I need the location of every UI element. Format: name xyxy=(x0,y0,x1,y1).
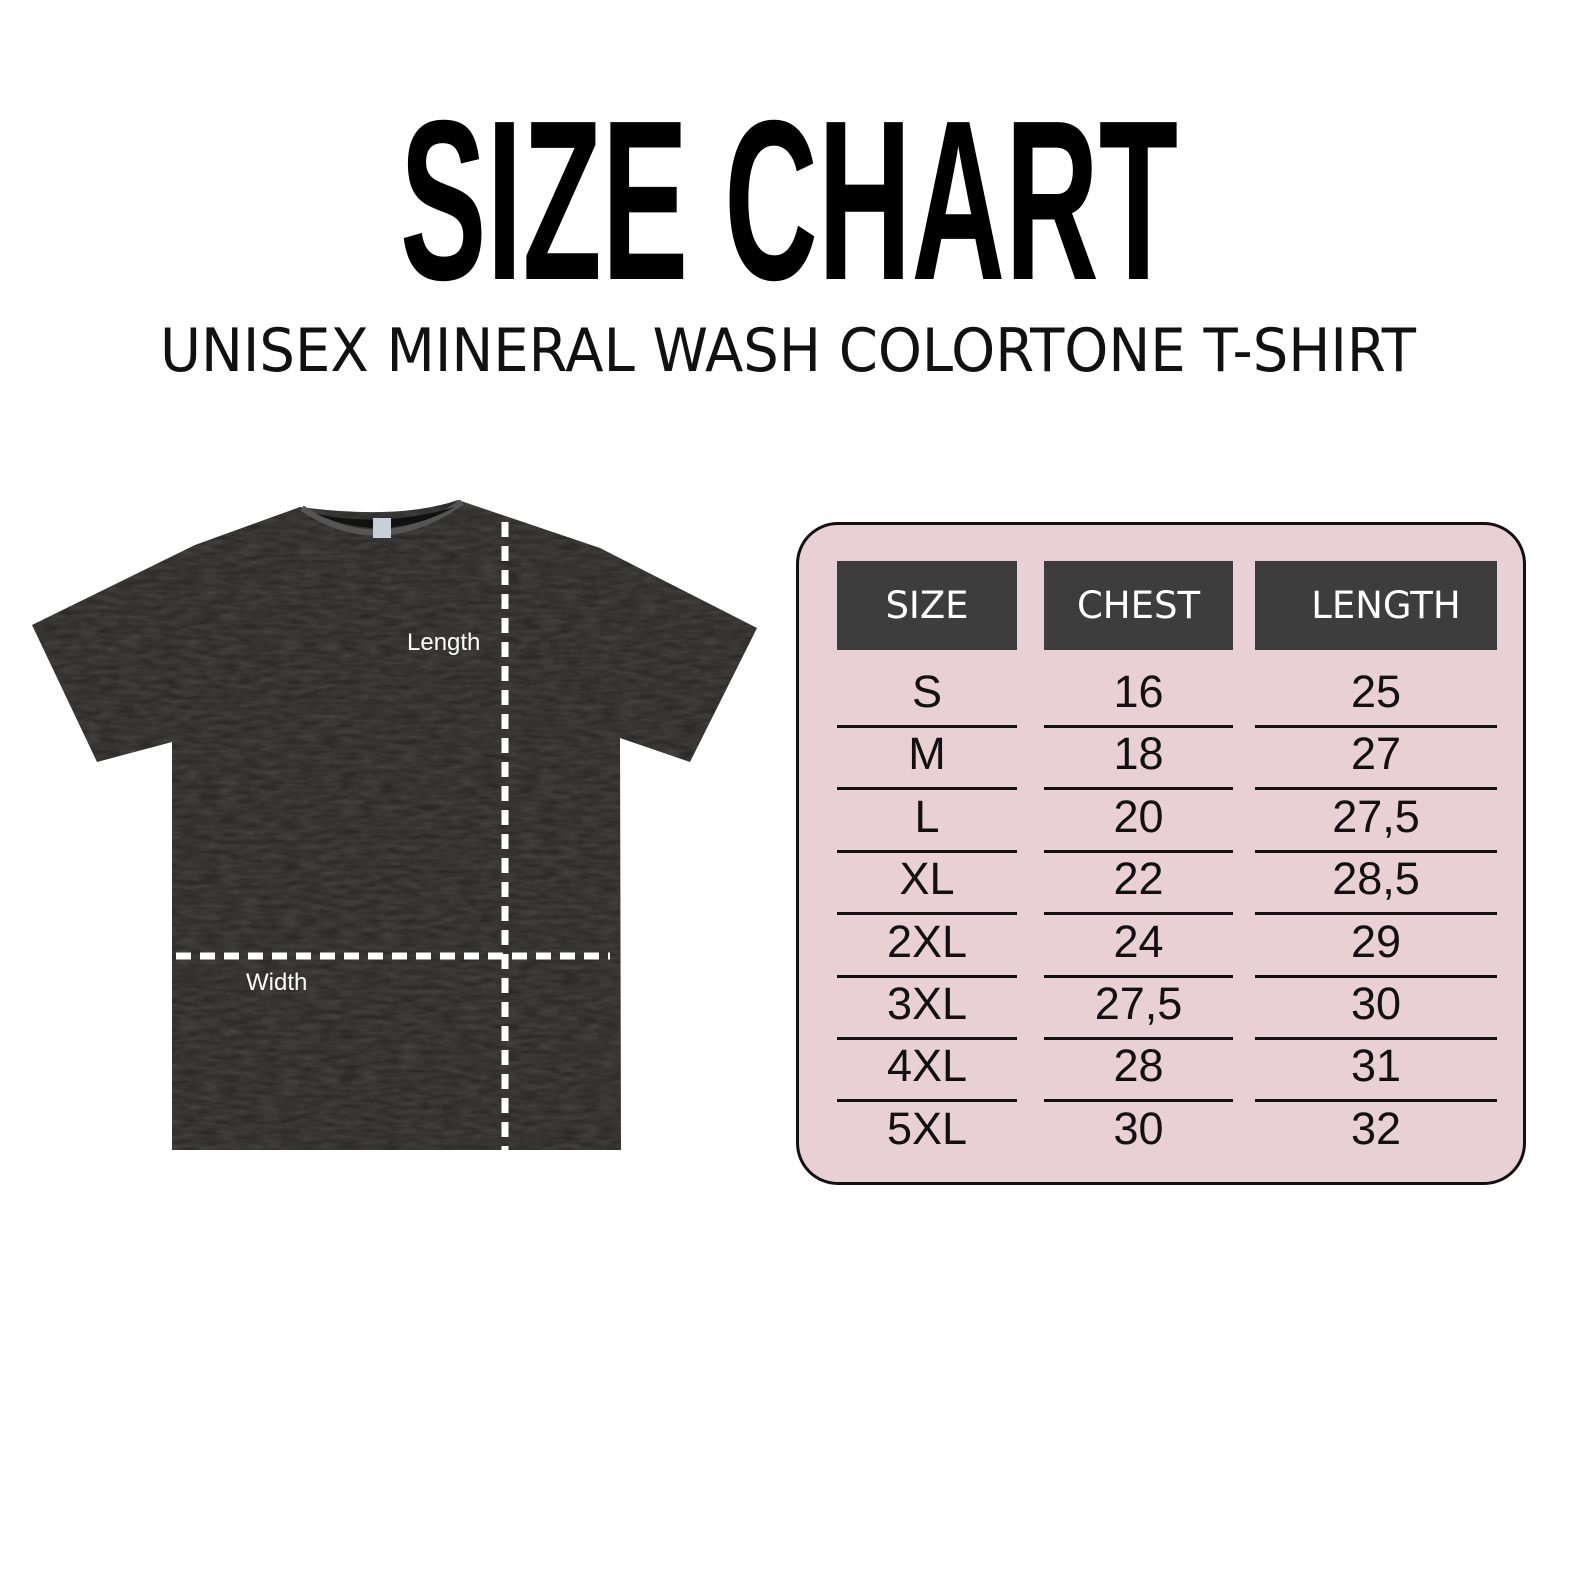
row-divider xyxy=(837,1037,1017,1040)
cell-size: XL xyxy=(899,853,955,905)
row-divider xyxy=(1255,912,1497,916)
cell-size: 4XL xyxy=(886,1040,968,1092)
tshirt-diagram: Length Width xyxy=(32,499,757,1150)
row-divider xyxy=(837,725,1017,728)
cell-chest: 16 xyxy=(1113,666,1164,717)
row-divider xyxy=(1255,725,1497,728)
cell-length: 27,5 xyxy=(1332,790,1420,842)
cell-length: 27 xyxy=(1350,728,1402,780)
cell-chest: 24 xyxy=(1113,915,1164,967)
header-size: SIZE xyxy=(837,561,1017,650)
cell-size: 2XL xyxy=(886,915,968,967)
cell-length: 30 xyxy=(1350,978,1402,1029)
cell-length: 28,5 xyxy=(1332,853,1420,905)
row-divider xyxy=(1044,912,1233,916)
cell-chest: 28 xyxy=(1113,1040,1164,1092)
cell-length: 32 xyxy=(1350,1102,1402,1154)
cell-size: S xyxy=(911,666,942,717)
cell-size: 3XL xyxy=(886,978,968,1029)
cell-chest: 20 xyxy=(1113,790,1164,842)
cell-size: M xyxy=(908,728,946,780)
cell-chest: 30 xyxy=(1113,1102,1164,1154)
cell-length: 29 xyxy=(1350,915,1402,967)
row-divider xyxy=(1044,1037,1233,1040)
row-divider xyxy=(837,787,1017,791)
cell-length: 31 xyxy=(1350,1040,1402,1092)
size-table: SIZE CHEST LENGTH S 16 25 M 18 27 L 20 27,5 XL 22 2… xyxy=(796,522,1526,1185)
row-divider xyxy=(837,912,1017,916)
label-tag xyxy=(373,518,391,538)
row-divider xyxy=(1255,974,1497,978)
cell-chest: 18 xyxy=(1113,728,1164,780)
length-label: Length xyxy=(407,629,480,656)
row-divider xyxy=(1044,725,1233,728)
cell-size: L xyxy=(914,790,940,842)
row-divider xyxy=(1044,787,1233,791)
width-label: Width xyxy=(246,969,307,996)
row-divider xyxy=(1255,787,1497,791)
row-divider xyxy=(837,849,1017,853)
tshirt-image xyxy=(32,499,757,1150)
page-title: SIZE CHART xyxy=(400,74,1178,328)
header-length: LENGTH xyxy=(1255,561,1497,650)
row-divider xyxy=(837,1099,1017,1103)
row-divider xyxy=(1255,849,1497,853)
cell-chest: 22 xyxy=(1113,853,1164,905)
heading: SIZE CHART UNISEX MINERAL WASH COLORTONE… xyxy=(160,74,1416,386)
row-divider xyxy=(1044,974,1233,978)
row-divider xyxy=(837,974,1017,978)
row-divider xyxy=(1044,1099,1233,1103)
cell-size: 5XL xyxy=(886,1102,968,1154)
row-divider xyxy=(1255,1099,1497,1103)
page-subtitle: UNISEX MINERAL WASH COLORTONE T-SHIRT xyxy=(160,316,1416,386)
header-chest: CHEST xyxy=(1044,561,1233,650)
cell-chest: 27,5 xyxy=(1094,978,1183,1029)
row-divider xyxy=(1255,1037,1497,1040)
cell-length: 25 xyxy=(1350,666,1402,717)
row-divider xyxy=(1044,849,1233,853)
